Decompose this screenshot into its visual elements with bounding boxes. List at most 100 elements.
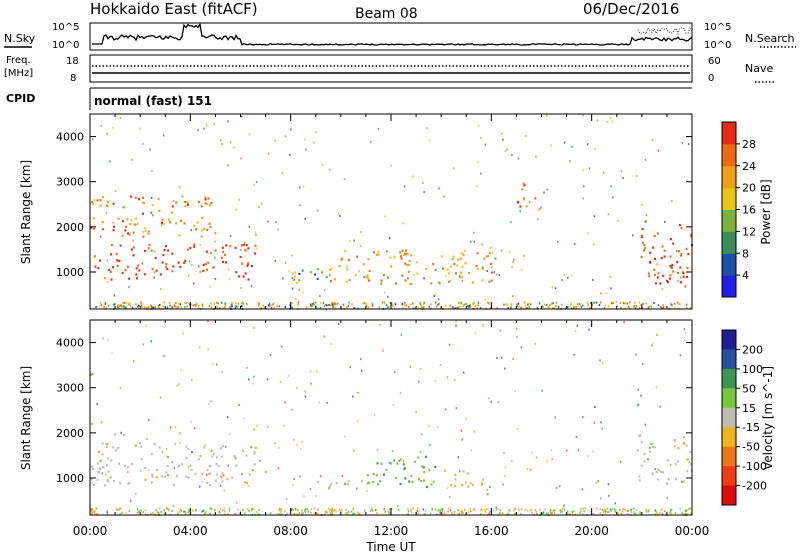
scatter-cell [229,234,232,237]
scatter-cell [235,464,238,467]
scatter-cell [331,507,333,510]
scatter-cell [281,345,283,348]
scatter-cell [166,507,168,510]
scatter-cell [403,185,406,188]
scatter-cell [356,255,359,258]
scatter-cell [106,509,108,512]
scatter-cell [269,354,272,356]
noise-panel-frame [89,22,693,51]
scatter-cell [130,248,133,251]
scatter-cell [501,249,503,252]
scatter-cell [599,301,602,304]
scatter-cell [476,307,478,310]
scatter-cell [100,235,102,238]
scatter-cell [477,161,479,164]
scatter-cell [474,332,477,335]
scatter-cell [112,202,115,205]
scatter-cell [446,486,449,489]
scatter-cell [561,303,563,306]
scatter-cell [144,509,147,512]
scatter-cell [445,275,447,278]
scatter-cell [511,265,513,268]
scatter-cell [578,302,581,305]
scatter-cell [306,508,309,511]
scatter-cell [681,511,683,514]
scatter-cell [152,214,154,217]
scatter-cell [169,304,171,307]
scatter-cell [163,301,166,304]
scatter-cell [118,259,121,262]
scatter-cell [326,304,328,307]
scatter-cell [99,204,102,207]
scatter-cell [524,304,526,307]
scatter-cell [544,508,546,511]
scatter-cell [96,199,99,202]
xtick-label: 00:00 [73,524,108,538]
scatter-cell [243,243,245,246]
scatter-cell [402,460,405,463]
scatter-cell [391,450,394,453]
scatter-cell [652,246,655,249]
scatter-cell [445,305,447,307]
scatter-cell [552,509,555,512]
scatter-cell [204,198,207,201]
scatter-cell [132,254,135,257]
scatter-cell [488,252,491,255]
scatter-cell [460,429,463,432]
scatter-cell [135,267,138,270]
scatter-cell [447,510,449,513]
scatter-cell [202,269,205,272]
scatter-cell [549,512,552,514]
scatter-cell [266,378,269,381]
scatter-cell [525,205,528,208]
scatter-cell [161,221,163,224]
scatter-cell [114,303,116,305]
scatter-cell [251,508,253,510]
scatter-cell [141,201,144,204]
power-ylabel: Slant Range [km] [19,160,33,264]
scatter-cell [313,141,315,144]
scatter-cell [588,167,591,170]
scatter-cell [603,509,605,512]
colorbar-swatch [722,368,736,389]
scatter-cell [476,267,479,270]
scatter-cell [515,512,517,515]
scatter-cell [222,474,225,477]
scatter-cell [353,239,355,242]
scatter-cell [113,294,116,297]
scatter-cell [337,212,340,215]
scatter-cell [529,468,532,471]
scatter-cell [187,511,189,514]
scatter-cell [607,213,610,216]
scatter-cell [636,449,639,452]
scatter-cell [256,247,258,250]
scatter-cell [259,307,261,310]
scatter-cell [575,306,578,308]
scatter-cell [299,447,302,450]
scatter-cell [461,511,463,514]
scatter-cell [151,267,154,271]
ytick-label: 1000 [56,472,84,485]
scatter-cell [125,306,127,309]
scatter-cell [235,271,238,274]
scatter-cell [153,443,156,446]
scatter-cell [209,285,211,288]
scatter-cell [110,278,113,281]
scatter-cell [90,478,93,481]
scatter-cell [142,511,144,514]
scatter-cell [395,282,397,285]
scatter-cell [244,272,247,275]
scatter-cell [367,258,370,261]
scatter-cell [528,307,531,310]
scatter-cell [142,142,144,145]
scatter-cell [125,301,128,304]
scatter-cell [246,303,248,306]
scatter-cell [649,251,652,254]
scatter-cell [329,512,332,515]
scatter-cell [601,508,604,511]
scatter-cell [423,277,426,280]
scatter-cell [157,198,160,201]
scatter-cell [367,277,370,280]
scatter-cell [309,370,312,373]
scatter-cell [459,305,461,308]
